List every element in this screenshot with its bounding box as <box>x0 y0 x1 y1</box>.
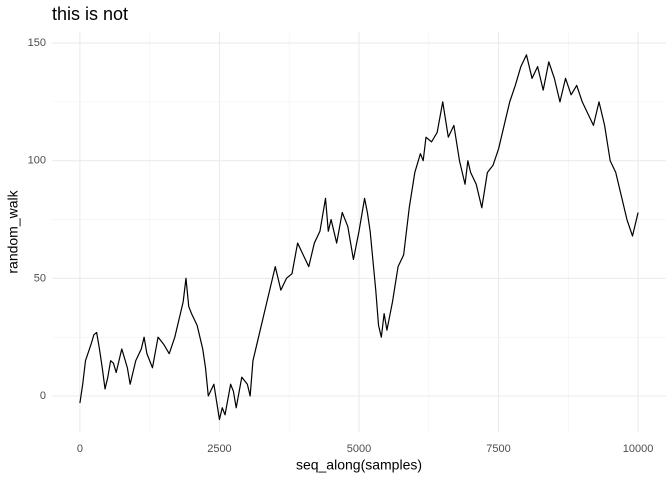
x-tick-label: 10000 <box>623 443 654 455</box>
y-axis-label: random_walk <box>5 189 21 273</box>
chart-title: this is not <box>52 4 128 24</box>
x-axis-label: seq_along(samples) <box>296 457 422 473</box>
y-tick-label: 100 <box>28 155 46 167</box>
x-tick-label: 0 <box>77 443 83 455</box>
y-tick-label: 50 <box>34 272 46 284</box>
y-tick-label: 150 <box>28 37 46 49</box>
x-tick-label: 5000 <box>347 443 371 455</box>
line <box>79 54 639 421</box>
x-tick-label: 7500 <box>486 443 510 455</box>
y-tick-label: 0 <box>40 390 46 402</box>
x-tick-label: 2500 <box>207 443 231 455</box>
